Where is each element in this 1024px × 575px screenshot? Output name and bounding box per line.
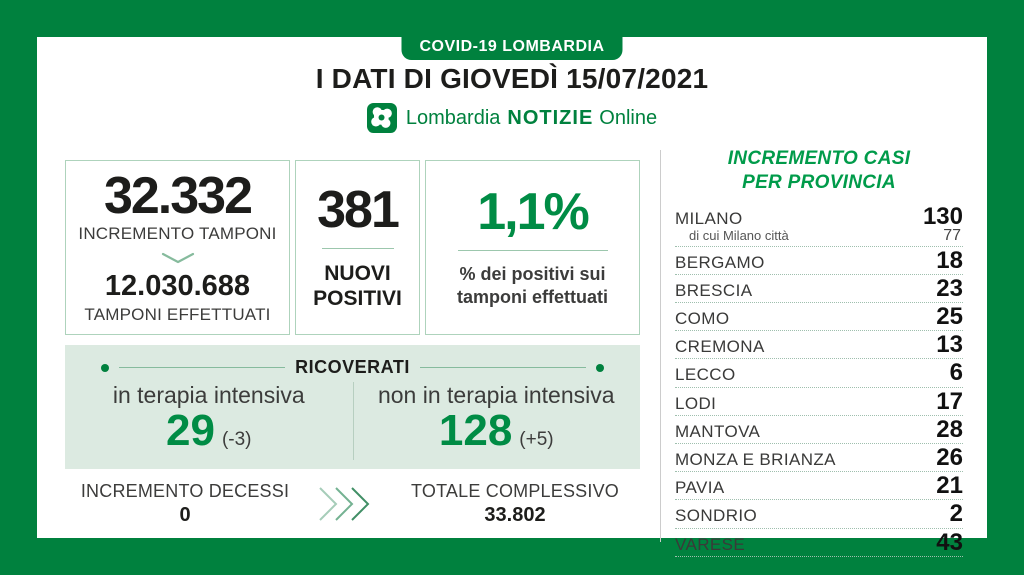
table-row: SONDRIO 2 bbox=[675, 500, 963, 529]
logo-text-online: Online bbox=[599, 106, 658, 129]
covid-lombardia-badge: COVID-19 LOMBARDIA bbox=[401, 37, 623, 60]
province-value: 13 bbox=[936, 331, 963, 359]
province-name: MONZA E BRIANZA bbox=[675, 450, 836, 469]
province-name: MILANO bbox=[675, 208, 743, 228]
incremento-decessi-block: INCREMENTO DECESSI 0 bbox=[65, 481, 305, 527]
province-sidebar: INCREMENTO CASI PER PROVINCIA MILANO 130… bbox=[675, 147, 963, 557]
incremento-tamponi-label: INCREMENTO TAMPONI bbox=[78, 224, 277, 243]
percent-positivi-label: % dei positivi sui tamponi effettuati bbox=[457, 263, 608, 307]
non-terapia-intensiva-value: 128 bbox=[438, 406, 513, 455]
non-terapia-intensiva-label: non in terapia intensiva bbox=[377, 382, 615, 408]
table-row: MONZA E BRIANZA 26 bbox=[675, 444, 963, 473]
province-value: 6 bbox=[949, 359, 963, 387]
milano-citta-subrow: di cui Milano città 77 bbox=[675, 227, 963, 246]
totale-complessivo-label: TOTALE COMPLESSIVO bbox=[411, 481, 619, 501]
tamponi-panel: 32.332 INCREMENTO TAMPONI 12.030.688 TAM… bbox=[65, 160, 290, 335]
percent-positivi-value: 1,1% bbox=[477, 182, 590, 241]
province-title-line2: PER PROVINCIA bbox=[742, 171, 896, 193]
tamponi-effettuati-label: TAMPONI EFFETTUATI bbox=[84, 305, 271, 324]
divider-line bbox=[321, 247, 394, 249]
percent-positivi-panel: 1,1% % dei positivi sui tamponi effettua… bbox=[425, 160, 640, 335]
table-row: CREMONA 13 bbox=[675, 331, 963, 360]
terapia-intensiva-block: in terapia intensiva 29 (-3) bbox=[65, 382, 353, 455]
ricoverati-divider bbox=[352, 382, 354, 460]
table-row: LECCO 6 bbox=[675, 359, 963, 388]
totale-complessivo-value: 33.802 bbox=[484, 504, 546, 526]
table-row: MANTOVA 28 bbox=[675, 416, 963, 444]
nuovi-positivi-value: 381 bbox=[317, 180, 400, 239]
triple-chevron-icon bbox=[318, 487, 369, 521]
milano-citta-label: di cui Milano città bbox=[689, 227, 789, 243]
province-title-line1: INCREMENTO CASI bbox=[727, 148, 911, 169]
terapia-intensiva-value: 29 bbox=[165, 406, 215, 455]
table-row: COMO 25 bbox=[675, 303, 963, 332]
non-terapia-intensiva-block: non in terapia intensiva 128 (+5) bbox=[353, 382, 641, 455]
nuovi-positivi-panel: 381 NUOVI POSITIVI bbox=[295, 160, 420, 335]
incremento-decessi-value: 0 bbox=[179, 504, 191, 526]
table-row: PAVIA 21 bbox=[675, 472, 963, 501]
province-name: BRESCIA bbox=[675, 280, 753, 300]
infographic-board: COVID-19 LOMBARDIA I DATI DI GIOVEDÌ 15/… bbox=[37, 37, 987, 557]
sidebar-divider bbox=[660, 150, 661, 542]
province-name: VARESE bbox=[675, 534, 746, 554]
incremento-tamponi-value: 32.332 bbox=[103, 167, 253, 225]
milano-citta-value: 77 bbox=[943, 226, 961, 244]
logo-text-lombardia: Lombardia bbox=[405, 106, 501, 129]
header-line bbox=[119, 367, 286, 368]
table-row: BRESCIA 23 bbox=[675, 274, 963, 304]
terapia-intensiva-delta: (-3) bbox=[221, 429, 252, 450]
dot-icon bbox=[101, 363, 109, 372]
province-value: 28 bbox=[936, 415, 963, 443]
province-value: 23 bbox=[936, 274, 963, 302]
province-name: BERGAMO bbox=[675, 252, 765, 272]
chevron-down-icon bbox=[161, 252, 194, 264]
province-name: MANTOVA bbox=[675, 421, 761, 441]
terapia-intensiva-label: in terapia intensiva bbox=[112, 382, 305, 408]
divider-line bbox=[457, 249, 608, 251]
province-value: 18 bbox=[936, 246, 963, 274]
non-terapia-intensiva-delta: (+5) bbox=[519, 429, 554, 450]
table-row: LODI 17 bbox=[675, 388, 963, 416]
province-value: 26 bbox=[936, 444, 963, 471]
province-value: 2 bbox=[949, 500, 963, 528]
logo-text-notizie: NOTIZIE bbox=[507, 106, 594, 129]
header-line bbox=[419, 367, 587, 368]
bottom-summary-row: INCREMENTO DECESSI 0 TOTALE COMPLESSIVO … bbox=[65, 481, 640, 527]
province-name: SONDRIO bbox=[675, 506, 758, 526]
province-title: INCREMENTO CASI PER PROVINCIA bbox=[675, 147, 963, 195]
totale-complessivo-block: TOTALE COMPLESSIVO 33.802 bbox=[390, 481, 640, 527]
ricoverati-header: RICOVERATI bbox=[65, 345, 640, 378]
province-value: 25 bbox=[936, 303, 963, 331]
table-row: VARESE 43 bbox=[675, 529, 963, 557]
lombardia-notizie-logo: Lombardia NOTIZIE Online bbox=[37, 103, 987, 133]
table-row: BERGAMO 18 bbox=[675, 247, 963, 275]
province-value: 130 bbox=[922, 202, 963, 230]
province-value: 21 bbox=[936, 472, 963, 500]
province-name: CREMONA bbox=[675, 337, 765, 357]
ricoverati-panel: RICOVERATI in terapia intensiva 29 (-3) … bbox=[65, 345, 640, 469]
province-value: 17 bbox=[936, 387, 963, 415]
province-name: COMO bbox=[675, 309, 730, 329]
province-name: LODI bbox=[675, 393, 717, 413]
dot-icon bbox=[596, 363, 605, 372]
nuovi-positivi-label: NUOVI POSITIVI bbox=[313, 261, 402, 310]
incremento-decessi-label: INCREMENTO DECESSI bbox=[80, 481, 290, 501]
table-row-milano: MILANO 130 di cui Milano città 77 bbox=[675, 203, 963, 247]
province-name: LECCO bbox=[675, 365, 736, 385]
province-name: PAVIA bbox=[675, 478, 725, 498]
rosa-camuna-icon bbox=[366, 103, 397, 133]
province-value: 43 bbox=[936, 528, 963, 556]
ricoverati-title: RICOVERATI bbox=[295, 357, 410, 377]
tamponi-effettuati-value: 12.030.688 bbox=[104, 270, 251, 302]
page-title: I DATI DI GIOVEDÌ 15/07/2021 bbox=[315, 63, 709, 94]
